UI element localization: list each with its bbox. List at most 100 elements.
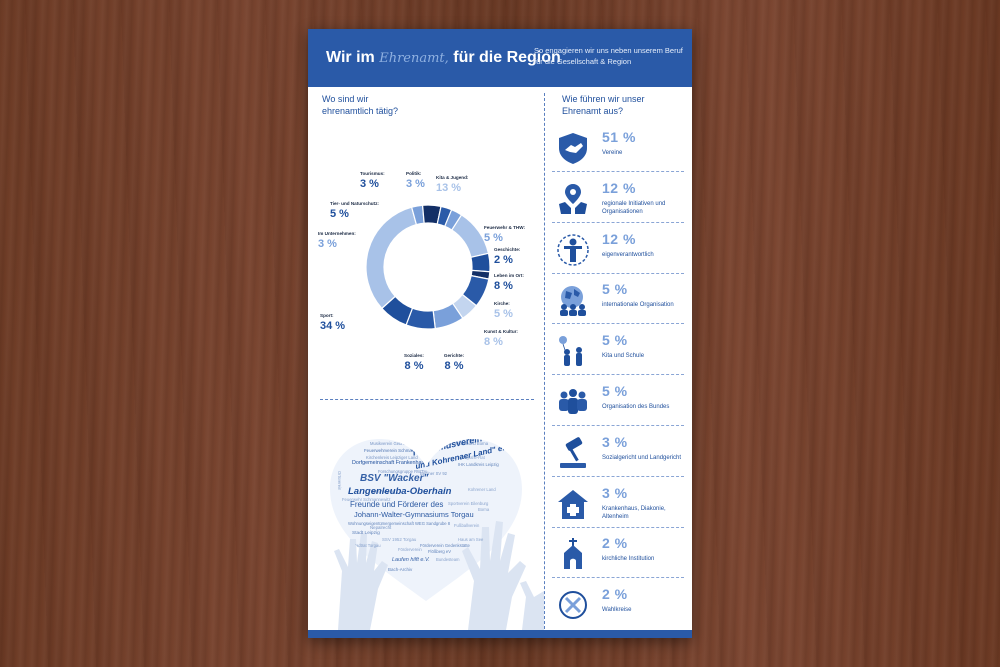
gavel-icon: [560, 437, 586, 468]
cloud-word: Bach-Archiv: [388, 567, 413, 572]
cloud-word: Flößberg eV: [428, 549, 451, 554]
donut-slice: [365, 206, 418, 310]
cloud-word: Sportverein Eilenburg: [448, 501, 489, 506]
left-heading: Wo sind wir ehrenamtlich tätig?: [322, 94, 399, 116]
mode-percent: 5 %: [602, 332, 628, 349]
cloud-word: THW Ortsverband Borna: [442, 441, 489, 446]
cloud-word: Freunde und Förderer des: [350, 500, 443, 509]
cloud-word: Fotografie-Rat: [458, 455, 486, 460]
slice-value: 5 %: [494, 308, 513, 320]
mode-item: 2 % kirchliche Institution: [552, 531, 688, 581]
donut-chart: Kita & Jugend: 13 % Feuerwehr & THW: 5 % Ges…: [318, 171, 525, 372]
mode-percent: 12 %: [602, 179, 636, 196]
mode-label: Vereine: [602, 150, 623, 156]
mode-percent: 12 %: [602, 230, 636, 247]
slice-value: 2 %: [494, 254, 513, 266]
hospital-icon: [558, 489, 588, 519]
mode-item: 3 % Krankenhaus, Diakonie, Altenheim: [552, 481, 688, 531]
slice-value: 8 %: [494, 280, 513, 292]
cloud-word: Kohrener Land: [468, 487, 496, 492]
cloud-word: Laufen hilft e.V.: [392, 557, 430, 563]
slice-value: 34 %: [320, 320, 345, 332]
slice-label: Kirche:: [494, 301, 510, 306]
mode-item: 12 % eigenverantwortlich: [552, 227, 688, 277]
slice-value: 3 %: [406, 178, 425, 190]
cloud-word: Wohnungseigentümergemeinschaft WEG Sandg…: [348, 521, 451, 526]
cloud-word: Stadt Leipzig: [352, 530, 380, 536]
mode-item: 5 % internationale Organisation: [552, 277, 688, 327]
infographic-poster: Wir im Ehrenamt, für die Region So engag…: [308, 29, 692, 638]
mode-label: Organisation des Bundes: [602, 404, 670, 410]
row-divider: [552, 577, 684, 579]
slice-value: 8 %: [484, 336, 503, 348]
cloud-word: BSV "Wacker": [360, 473, 428, 484]
row-divider: [552, 221, 684, 223]
hand-right: [462, 521, 526, 630]
mode-item: 51 % Vereine: [552, 125, 688, 175]
cloud-word: Berliner SV 92: [420, 471, 448, 476]
mode-label: Wahlkreise: [602, 607, 632, 614]
slice-label: Im Unternehmen:: [318, 231, 356, 236]
footer-bar: [308, 630, 692, 638]
cloud-word: Haus am See: [458, 537, 484, 542]
slice-label: Kita & Jugend:: [436, 175, 469, 180]
mode-label: kirchliche Institution: [602, 556, 655, 563]
mode-label: internationale Organisation: [602, 302, 674, 309]
vertical-divider: [544, 93, 545, 629]
mode-item: 12 % regionale Initiativen und Organisati…: [552, 176, 688, 226]
hands-illustration: [334, 521, 544, 630]
slice-value: 13 %: [436, 182, 461, 194]
title-part2: für die Region: [453, 49, 561, 66]
cloud-word: Dorfgemeinschaft Frankenhain: [352, 460, 426, 466]
slice-label: Feuerwehr & THW:: [484, 225, 525, 230]
group-icon: [559, 389, 587, 414]
slice-label: Gerichte:: [444, 353, 465, 358]
cloud-word: Förderverein: [398, 547, 422, 552]
slice-value: 3 %: [318, 238, 337, 250]
row-divider: [552, 475, 684, 477]
cloud-word: Feuerwehrverein Schmannewitz: [364, 448, 427, 453]
cloud-word: Forschungsgruppe RWTH: [378, 469, 427, 474]
horizontal-divider: [320, 399, 534, 400]
mode-label: Kita und Schule: [602, 353, 645, 360]
slice-value: 8 %: [445, 360, 464, 372]
slice-label: Politik:: [406, 171, 422, 176]
mode-percent: 5 %: [602, 383, 628, 399]
slice-label: Soziales:: [404, 353, 424, 358]
cloud-word: Förderverein Gedenkstätte: [420, 543, 470, 548]
mode-percent: 2 %: [602, 586, 628, 603]
mode-percent: 5 %: [602, 281, 628, 298]
row-divider: [552, 171, 684, 172]
word-cloud-heart: Musikverein Gebhain e.V. THW Ortsverband …: [330, 439, 544, 630]
cloud-word: Bundesteam: [436, 557, 460, 562]
person-circle-icon: [557, 233, 589, 266]
slice-value: 5 %: [484, 232, 503, 244]
ballot-icon: [559, 591, 587, 620]
slice-label: Tourismus:: [360, 171, 385, 176]
slice-label: Geschichte:: [494, 247, 521, 252]
cloud-word: SSV 1952 Torgau: [382, 537, 417, 542]
mode-percent: 3 %: [602, 484, 628, 501]
row-divider: [552, 526, 684, 528]
cloud-word: Nepalrecht: [370, 525, 392, 530]
cloud-word: Kirchenkreis Leipziger Land: [366, 455, 418, 460]
slice-label: Sport:: [320, 313, 334, 318]
mode-item: 3 % Sozialgericht und Landgericht: [552, 430, 688, 480]
location-hands-icon: [559, 183, 587, 214]
mode-item: 5 % Organisation des Bundes: [552, 379, 688, 429]
row-divider: [552, 374, 684, 376]
mode-item: 5 % Kita und Schule: [552, 328, 688, 378]
row-divider: [552, 323, 684, 325]
slice-label: Kunst & Kultur:: [484, 329, 518, 334]
mode-label: Sozialgericht und Landgericht: [602, 454, 682, 461]
children-balloon-icon: [559, 336, 582, 367]
row-divider: [552, 425, 684, 426]
page-title: Wir im Ehrenamt, für die Region: [326, 49, 561, 67]
mode-label: Krankenhaus, Diakonie, Altenheim: [602, 505, 666, 520]
mode-label: regionale Initiativen und Organisationen: [602, 200, 666, 215]
cloud-word: Musikverein Gebhain e.V.: [370, 441, 418, 446]
cloud-word: BSV Wacker: [372, 489, 396, 494]
cloud-word: Langenleuba-Oberhain: [348, 486, 452, 497]
cloud-word: Feuerwehr Schmannewitz: [342, 497, 390, 502]
mode-label: eigenverantwortlich: [602, 251, 654, 258]
